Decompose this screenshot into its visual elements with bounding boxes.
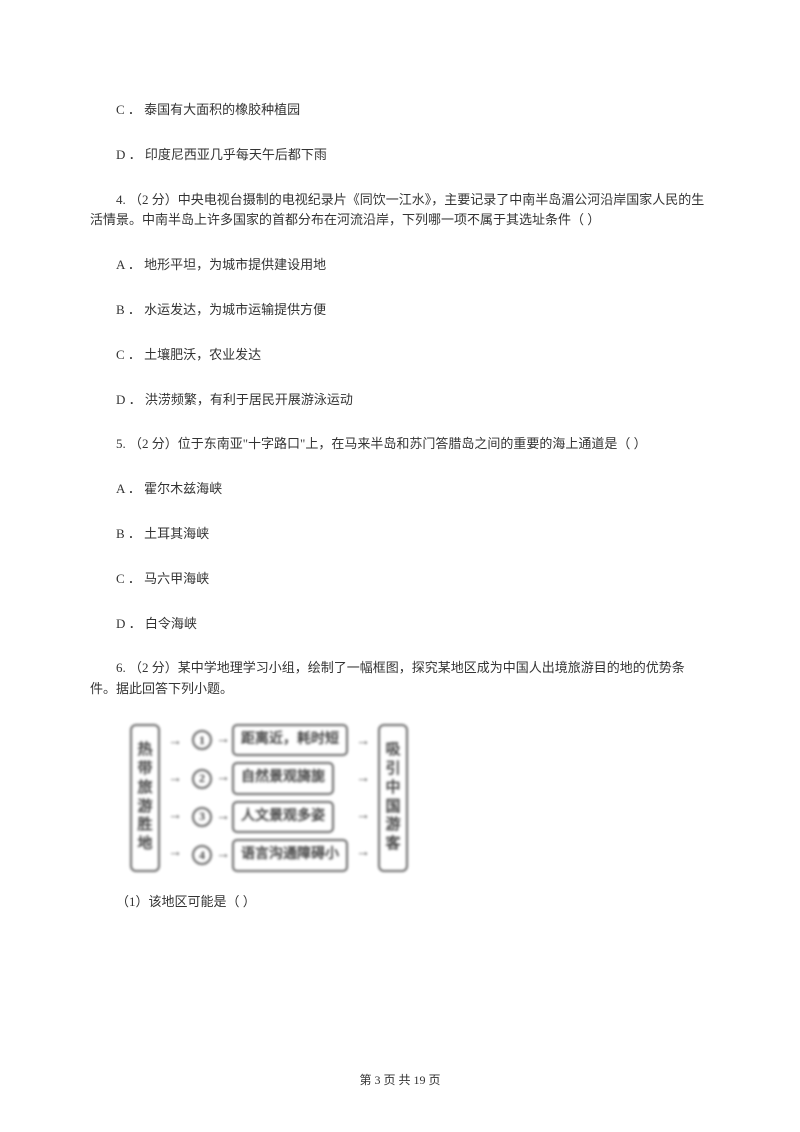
diagram-left-arrows: →→→→ xyxy=(166,724,184,872)
diagram-right-box: 吸引中国游客 xyxy=(378,724,408,872)
diagram-label: 语言沟通障碍小 xyxy=(232,839,348,871)
diagram-label: 距离近，耗时短 xyxy=(232,724,348,756)
arrow-icon: → xyxy=(216,806,230,828)
q6-stem: 6. （2 分）某中学地理学习小组，绘制了一幅框图，探究某地区成为中国人出境旅游… xyxy=(90,658,710,700)
diagram-left-box: 热带旅游胜地 xyxy=(130,724,160,872)
diagram-circle: 1 xyxy=(192,730,212,750)
q4-option-b: B ． 水运发达，为城市运输提供方便 xyxy=(90,300,710,321)
diagram-circle: 2 xyxy=(192,769,212,789)
q5-option-c: C ． 马六甲海峡 xyxy=(90,569,710,590)
q6-diagram: 热带旅游胜地 →→→→ 1→距离近，耗时短2→自然景观旖旎3→人文景观多姿4→语… xyxy=(130,724,710,872)
q5-stem: 5. （2 分）位于东南亚"十字路口"上，在马来半岛和苏门答腊岛之间的重要的海上… xyxy=(90,434,710,455)
q5-option-a: A ． 霍尔木兹海峡 xyxy=(90,479,710,500)
q6-sub1: （1）该地区可能是（ ） xyxy=(90,892,710,913)
arrow-icon: → xyxy=(216,767,230,789)
q5-option-d: D ． 白令海峡 xyxy=(90,614,710,635)
diagram-label: 自然景观旖旎 xyxy=(232,762,334,794)
q4-option-d: D ． 洪涝频繁，有利于居民开展游泳运动 xyxy=(90,390,710,411)
q4-option-a: A ． 地形平坦，为城市提供建设用地 xyxy=(90,255,710,276)
diagram-middle-rows: 1→距离近，耗时短2→自然景观旖旎3→人文景观多姿4→语言沟通障碍小 xyxy=(190,724,348,872)
q5-option-b: B ． 土耳其海峡 xyxy=(90,524,710,545)
q3-option-d: D ． 印度尼西亚几乎每天午后都下雨 xyxy=(90,145,710,166)
diagram-row: 3→人文景观多姿 xyxy=(190,801,348,833)
page-footer: 第 3 页 共 19 页 xyxy=(0,1071,800,1090)
q4-stem: 4. （2 分）中央电视台摄制的电视纪录片《同饮一江水》，主要记录了中南半岛湄公… xyxy=(90,190,710,232)
diagram-row: 1→距离近，耗时短 xyxy=(190,724,348,756)
arrow-icon: → xyxy=(216,844,230,866)
diagram-row: 2→自然景观旖旎 xyxy=(190,762,348,794)
diagram-row: 4→语言沟通障碍小 xyxy=(190,839,348,871)
diagram-circle: 3 xyxy=(192,807,212,827)
q3-option-c: C ． 泰国有大面积的橡胶种植园 xyxy=(90,100,710,121)
diagram-right-arrows: →→→→ xyxy=(354,724,372,872)
diagram-label: 人文景观多姿 xyxy=(232,801,334,833)
diagram-circle: 4 xyxy=(192,845,212,865)
q4-option-c: C ． 土壤肥沃，农业发达 xyxy=(90,345,710,366)
arrow-icon: → xyxy=(216,729,230,751)
